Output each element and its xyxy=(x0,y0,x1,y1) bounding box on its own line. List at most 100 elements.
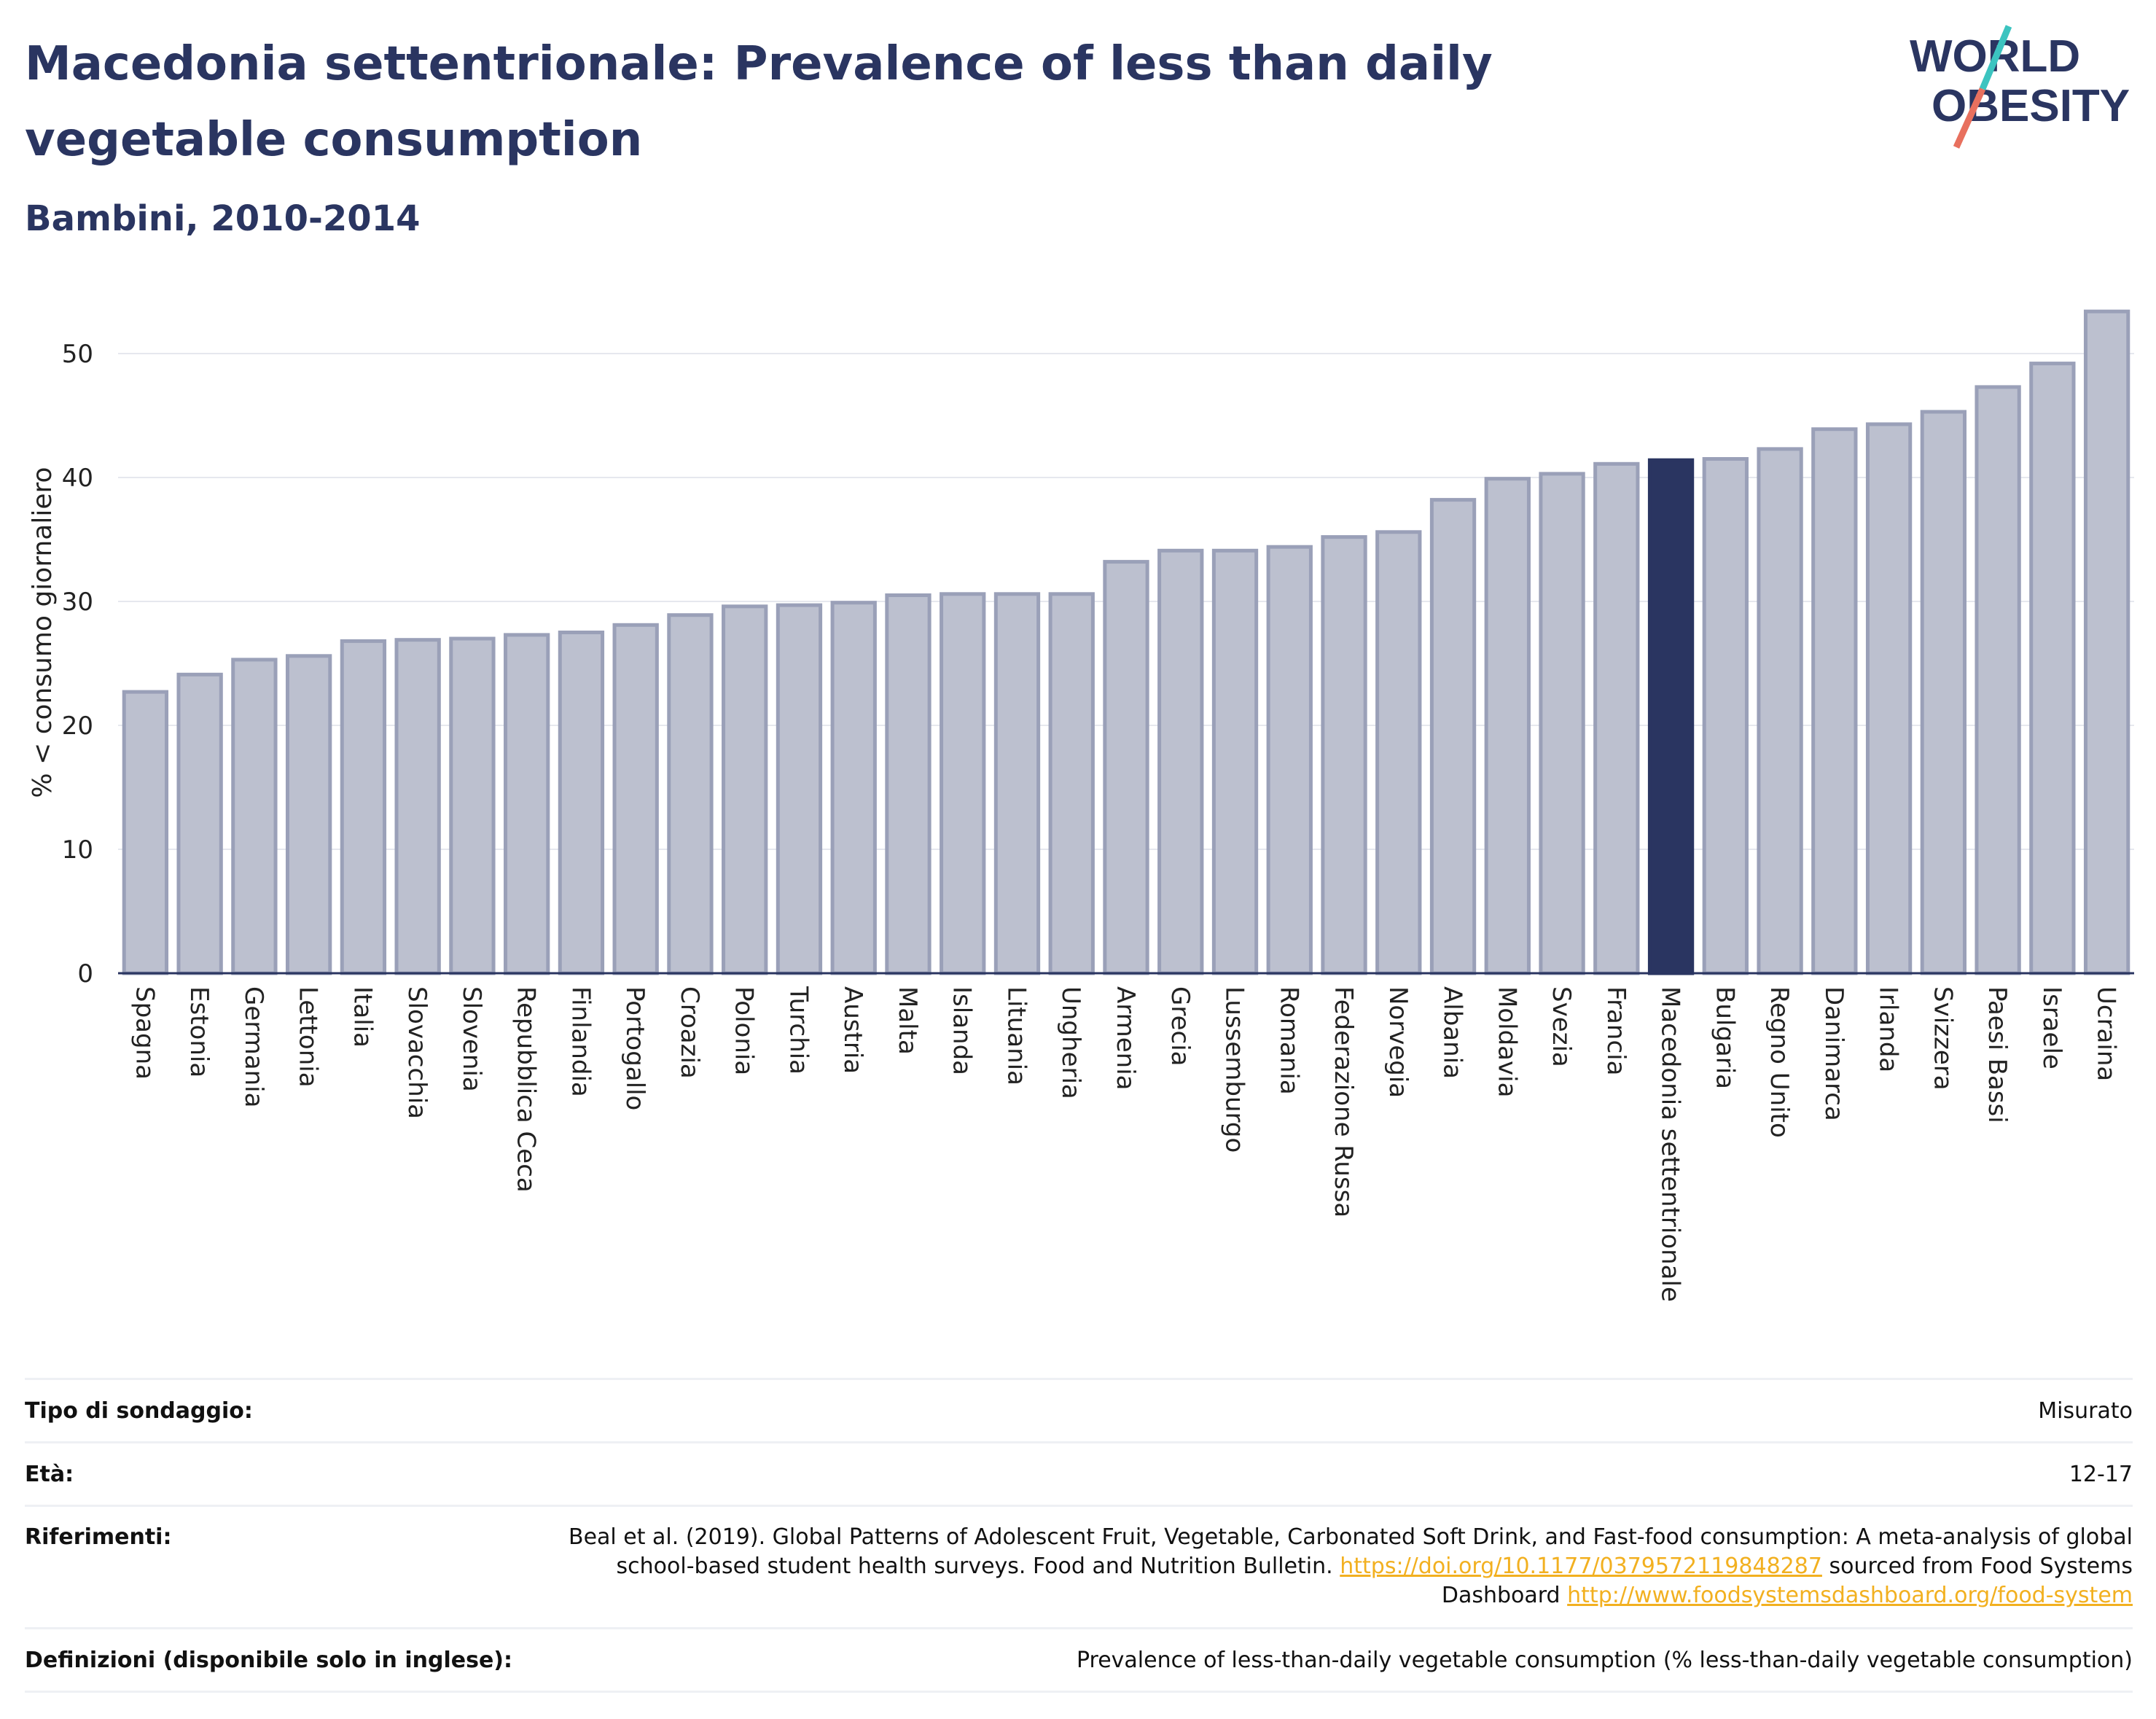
x-tick-label: Ucraina xyxy=(2092,986,2121,1081)
x-tick-label: Svizzera xyxy=(1928,986,1957,1091)
bar xyxy=(340,639,387,975)
y-tick-label: 10 xyxy=(62,835,93,865)
bar xyxy=(667,613,714,975)
bar xyxy=(285,654,332,975)
bar xyxy=(993,592,1041,975)
x-tick-label: Spagna xyxy=(130,986,159,1080)
y-tick-label: 20 xyxy=(62,712,93,741)
info-table: Tipo di sondaggio: Misurato Età: 12-17 R… xyxy=(25,1378,2133,1693)
references-source-text: sourced from Food Systems Dashboard xyxy=(1441,1554,2133,1608)
x-tick-label: Norvegia xyxy=(1383,986,1413,1098)
bar xyxy=(1757,447,1803,975)
x-tick-label: Israele xyxy=(2037,986,2066,1069)
x-tick-label: Romania xyxy=(1274,986,1303,1095)
bar xyxy=(394,638,441,975)
survey-type-label: Tipo di sondaggio: xyxy=(25,1398,253,1424)
age-value: 12-17 xyxy=(2069,1461,2133,1487)
x-tick-label: Germania xyxy=(239,986,268,1107)
x-tick-label: Paesi Bassi xyxy=(1983,986,2012,1123)
x-tick-label: Malta xyxy=(893,986,922,1055)
x-tick-label: Irlanda xyxy=(1874,986,1903,1072)
x-tick-label: Italia xyxy=(348,986,377,1048)
bar xyxy=(1920,410,1967,975)
x-tick-label: Bulgaria xyxy=(1710,986,1739,1089)
references-row: Riferimenti: Beal et al. (2019). Global … xyxy=(25,1505,2133,1627)
bar xyxy=(176,672,223,975)
bar xyxy=(2083,309,2130,975)
definitions-row: Definizioni (disponibile solo in inglese… xyxy=(25,1627,2133,1693)
bar xyxy=(1484,477,1531,975)
x-tick-label: Slovenia xyxy=(457,986,486,1092)
x-tick-label: Grecia xyxy=(1165,986,1195,1066)
bar xyxy=(1429,498,1477,975)
bar xyxy=(885,593,931,975)
bar xyxy=(1702,457,1749,975)
x-tick-label: Ungheria xyxy=(1056,986,1085,1099)
bar xyxy=(449,636,496,975)
references-value: Beal et al. (2019). Global Patterns of A… xyxy=(566,1523,2133,1610)
definitions-label: Definizioni (disponibile solo in inglese… xyxy=(25,1647,512,1673)
bar xyxy=(1048,592,1095,975)
x-tick-label: Armenia xyxy=(1111,986,1140,1091)
logo-slash-teal xyxy=(1979,25,2012,90)
logo-slash-red xyxy=(1953,87,1986,149)
x-tick-label: Slovacchia xyxy=(402,986,431,1119)
dashboard-link[interactable]: http://www.foodsystemsdashboard.org/food… xyxy=(1567,1583,2133,1608)
x-tick-label: Francia xyxy=(1601,986,1630,1075)
x-tick-label: Croazia xyxy=(675,986,704,1079)
x-tick-label: Polonia xyxy=(730,986,759,1075)
definitions-value: Prevalence of less-than-daily vegetable … xyxy=(1076,1647,2133,1673)
x-tick-label: Moldavia xyxy=(1492,986,1521,1097)
x-tick-label: Lettonia xyxy=(294,986,323,1088)
world-obesity-logo: WORLD OBESITY xyxy=(1910,25,2130,149)
bar xyxy=(722,604,768,975)
bar xyxy=(1865,422,1913,975)
bar-chart: 0 10 20 30 40 50 % < consumo giornaliero Spagna… xyxy=(28,309,2134,1302)
y-axis-label: % < consumo giornaliero xyxy=(28,467,58,798)
x-tick-label: Turchia xyxy=(784,986,813,1075)
x-tick-label: Macedonia settentrionale xyxy=(1656,986,1685,1302)
bar xyxy=(1266,545,1313,975)
x-tick-label: Danimarca xyxy=(1819,986,1848,1121)
y-tick-label: 50 xyxy=(62,340,93,369)
age-row: Età: 12-17 xyxy=(25,1441,2133,1505)
logo-line2: OBESITY xyxy=(1932,81,2130,131)
bar xyxy=(830,601,877,975)
x-tick-label: Regno Unito xyxy=(1765,986,1794,1138)
bar xyxy=(231,658,278,975)
y-tick-label: 0 xyxy=(77,959,93,989)
x-tick-label: Repubblica Ceca xyxy=(512,986,541,1193)
chart-title: Macedonia settentrionale: Prevalence of … xyxy=(25,37,1493,167)
references-text: Beal et al. (2019). Global Patterns of A… xyxy=(568,1524,2133,1579)
bar xyxy=(1975,385,2021,975)
doi-link[interactable]: https://doi.org/10.1177/0379572119848287 xyxy=(1340,1554,1822,1579)
bar xyxy=(776,603,823,975)
x-tick-label: Austria xyxy=(838,986,867,1074)
bar xyxy=(2029,362,2076,975)
x-tick-label: Islanda xyxy=(948,986,977,1075)
x-tick-label: Federazione Russa xyxy=(1329,986,1358,1217)
bar xyxy=(1103,560,1149,975)
x-tick-label: Albania xyxy=(1438,986,1467,1079)
bar xyxy=(1157,548,1204,975)
bar xyxy=(1375,530,1422,975)
bar xyxy=(1593,461,1640,975)
y-tick-label: 30 xyxy=(62,588,93,617)
bar xyxy=(1321,535,1367,975)
x-tick-label: Estonia xyxy=(184,986,214,1077)
y-tick-label: 40 xyxy=(62,464,93,493)
references-label: Riferimenti: xyxy=(25,1524,172,1550)
bar xyxy=(504,633,550,975)
bar xyxy=(122,690,169,975)
survey-type-row: Tipo di sondaggio: Misurato xyxy=(25,1378,2133,1441)
bar xyxy=(1211,548,1259,975)
survey-type-value: Misurato xyxy=(2038,1398,2133,1424)
bar xyxy=(612,623,659,975)
x-tick-label: Finlandia xyxy=(566,986,595,1097)
chart-subtitle: Bambini, 2010-2014 xyxy=(25,198,421,239)
bar xyxy=(1647,458,1695,975)
bar xyxy=(1539,472,1585,975)
x-tick-label: Svezia xyxy=(1547,986,1576,1067)
x-tick-label: Portogallo xyxy=(620,986,649,1110)
bar xyxy=(1811,427,1858,975)
